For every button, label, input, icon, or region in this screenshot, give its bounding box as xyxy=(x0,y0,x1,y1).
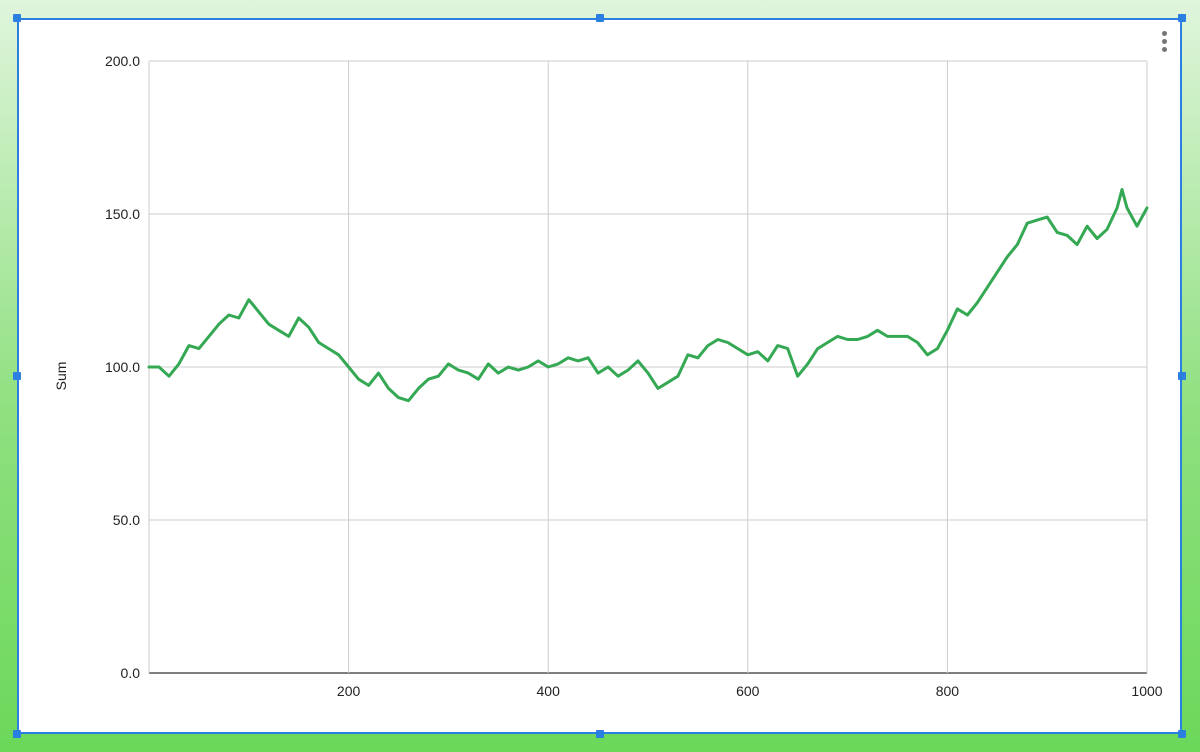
more-vert-icon[interactable] xyxy=(1153,26,1175,56)
y-tick-label: 100.0 xyxy=(105,359,140,375)
chart-container[interactable] xyxy=(17,18,1182,734)
resize-handle-bottom-middle[interactable] xyxy=(596,730,604,738)
resize-handle-top-left[interactable] xyxy=(13,14,21,22)
x-tick-label: 400 xyxy=(537,683,561,699)
x-tick-label: 600 xyxy=(736,683,760,699)
series-layer xyxy=(147,188,1149,403)
resize-handle-middle-left[interactable] xyxy=(13,372,21,380)
x-tick-label: 800 xyxy=(936,683,960,699)
gridlines xyxy=(148,60,1148,674)
resize-handle-middle-right[interactable] xyxy=(1178,372,1186,380)
y-tick-label: 150.0 xyxy=(105,206,140,222)
y-tick-label: 0.0 xyxy=(121,665,141,681)
x-tick-label: 1000 xyxy=(1131,683,1162,699)
y-axis-title: Sum xyxy=(53,362,69,391)
x-tick-label: 200 xyxy=(337,683,361,699)
tick-labels: 0.0 50.0 100.0 150.0 200.0 200 400 600 800 1000 xyxy=(105,53,1163,699)
y-tick-label: 200.0 xyxy=(105,53,140,69)
resize-handle-bottom-left[interactable] xyxy=(13,730,21,738)
y-tick-label: 50.0 xyxy=(113,512,140,528)
resize-handle-bottom-right[interactable] xyxy=(1178,730,1186,738)
resize-handle-top-right[interactable] xyxy=(1178,14,1186,22)
resize-handle-top-middle[interactable] xyxy=(596,14,604,22)
series-line xyxy=(147,188,1149,403)
